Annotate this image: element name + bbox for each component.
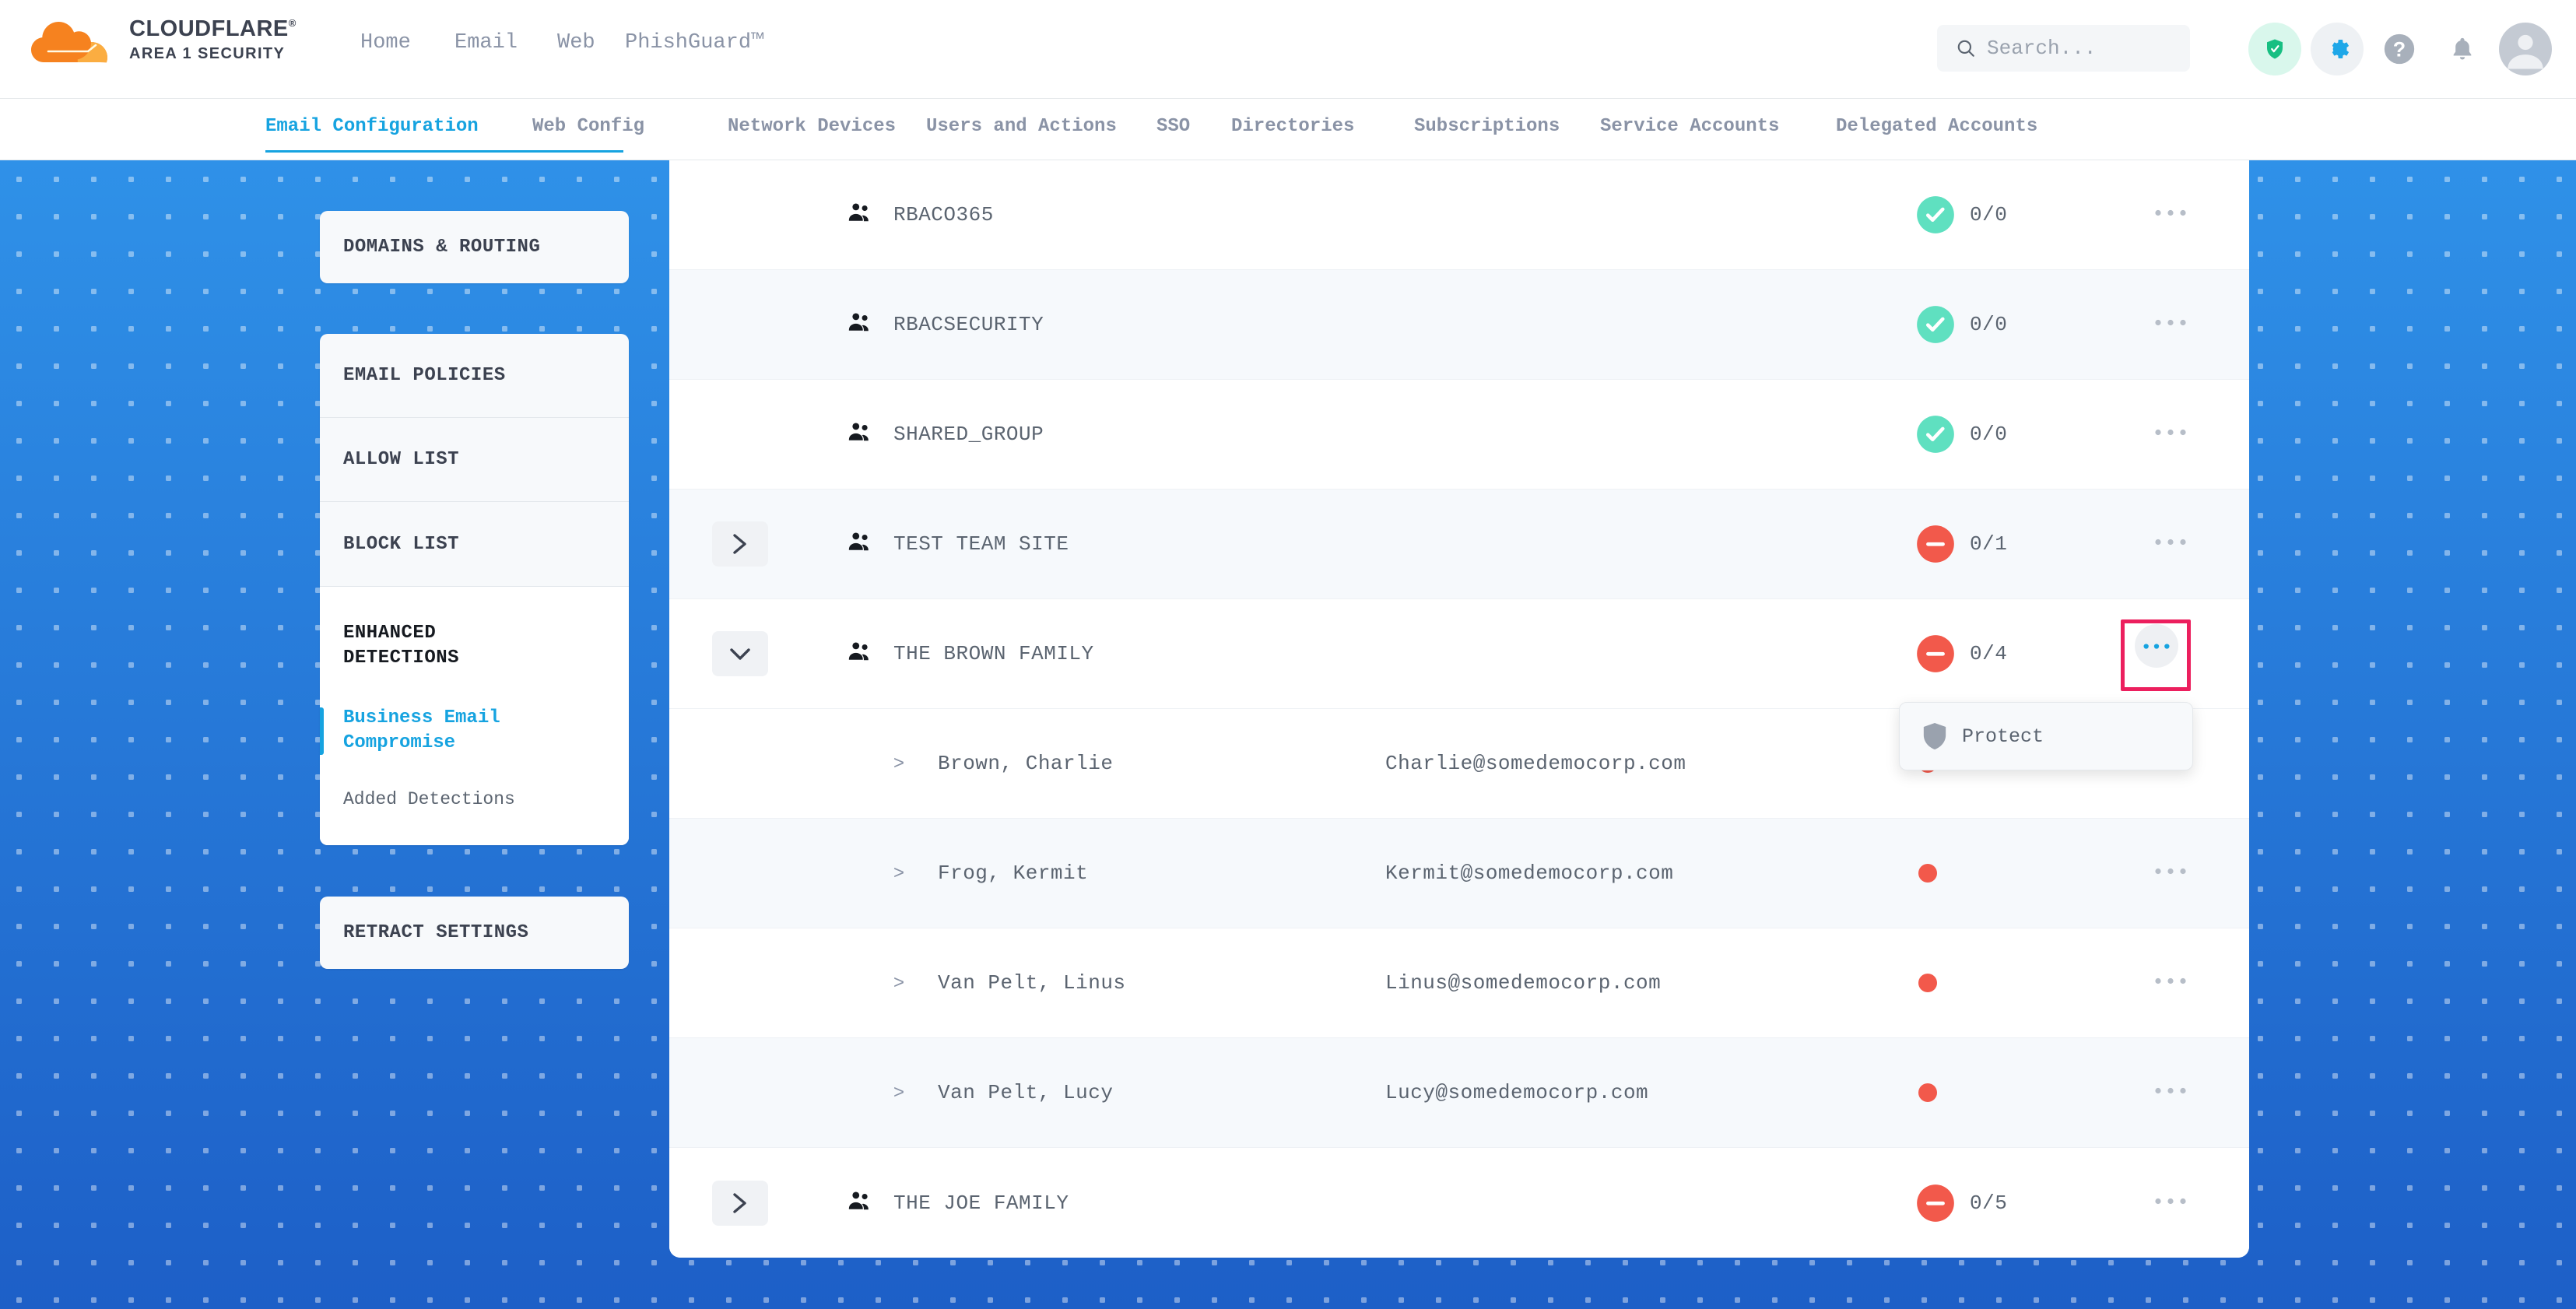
svg-text:?: ? <box>2393 38 2406 61</box>
